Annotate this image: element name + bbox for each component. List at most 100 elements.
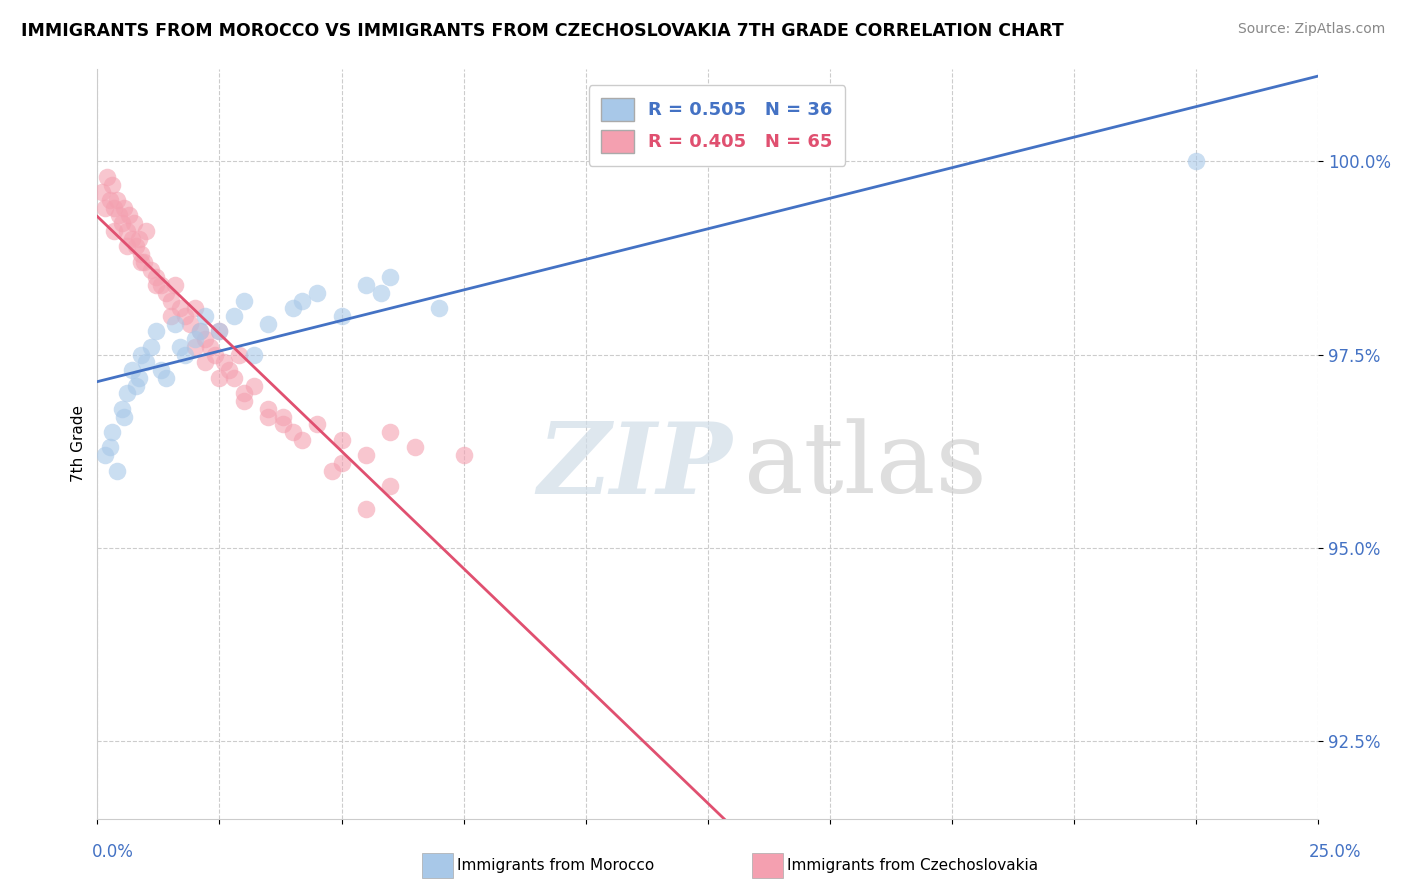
Point (115, 386, 138, 401)
Point (132, 255, 155, 269)
Point (257, 317, 280, 331)
Point (453, 448, 475, 462)
Y-axis label: 7th Grade: 7th Grade (72, 405, 86, 482)
Point (242, 348, 264, 362)
Point (103, 224, 125, 238)
Point (159, 293, 181, 308)
Point (370, 285, 392, 300)
Point (307, 285, 329, 300)
Point (232, 386, 254, 401)
Point (271, 409, 294, 424)
Point (149, 278, 172, 293)
Point (169, 340, 191, 354)
Point (194, 332, 217, 346)
Point (131, 247, 153, 261)
Point (184, 332, 207, 346)
Point (184, 301, 207, 316)
Point (291, 293, 314, 308)
Text: atlas: atlas (744, 418, 987, 514)
Point (98, 193, 121, 207)
Text: IMMIGRANTS FROM MOROCCO VS IMMIGRANTS FROM CZECHOSLOVAKIA 7TH GRADE CORRELATION : IMMIGRANTS FROM MOROCCO VS IMMIGRANTS FR… (21, 22, 1064, 40)
Point (354, 448, 377, 462)
Point (112, 409, 135, 424)
Point (139, 262, 162, 277)
Point (111, 216, 134, 230)
Point (101, 425, 124, 439)
Point (121, 232, 143, 246)
Point (105, 193, 128, 207)
Point (149, 363, 172, 377)
Point (121, 363, 143, 377)
Point (257, 409, 280, 424)
Point (91, 186, 114, 200)
Point (330, 309, 353, 323)
Point (111, 401, 134, 416)
Point (194, 355, 217, 369)
Point (174, 309, 197, 323)
Point (242, 378, 264, 392)
Point (174, 348, 197, 362)
Point (427, 301, 450, 316)
Text: 0.0%: 0.0% (91, 843, 134, 861)
Point (179, 317, 201, 331)
Point (271, 417, 294, 432)
Point (135, 355, 157, 369)
Point (155, 285, 177, 300)
Point (125, 378, 148, 392)
Point (135, 224, 157, 238)
Text: Immigrants from Morocco: Immigrants from Morocco (457, 858, 654, 872)
Point (93, 448, 115, 462)
Point (139, 340, 162, 354)
Point (218, 363, 240, 377)
Point (115, 239, 138, 253)
Point (291, 433, 314, 447)
Point (98, 441, 121, 455)
Point (208, 325, 231, 339)
Point (125, 239, 148, 253)
Point (232, 293, 254, 308)
Point (96, 169, 118, 184)
Point (103, 201, 125, 215)
Point (1185, 154, 1208, 169)
Point (112, 201, 135, 215)
Point (155, 371, 177, 385)
Point (128, 371, 150, 385)
Point (122, 216, 145, 230)
Point (380, 270, 402, 285)
Point (131, 255, 153, 269)
Point (131, 348, 153, 362)
Point (194, 309, 217, 323)
Point (159, 309, 181, 323)
Point (354, 502, 377, 516)
Point (118, 209, 141, 223)
Text: ZIP: ZIP (537, 417, 733, 515)
Point (108, 209, 131, 223)
Point (188, 325, 211, 339)
Point (145, 278, 167, 293)
Point (281, 301, 304, 316)
Point (198, 340, 221, 354)
Point (222, 309, 245, 323)
Point (380, 425, 402, 439)
Point (165, 317, 187, 331)
Text: Source: ZipAtlas.com: Source: ZipAtlas.com (1237, 22, 1385, 37)
Point (128, 232, 150, 246)
Point (404, 441, 426, 455)
Point (208, 371, 231, 385)
Point (184, 340, 207, 354)
Point (208, 325, 231, 339)
Point (145, 325, 167, 339)
Point (214, 355, 236, 369)
Point (165, 278, 187, 293)
Point (204, 348, 226, 362)
Point (101, 178, 124, 192)
Point (169, 301, 191, 316)
Legend: R = 0.505   N = 36, R = 0.405   N = 65: R = 0.505 N = 36, R = 0.405 N = 65 (589, 85, 845, 166)
Point (228, 348, 250, 362)
Point (222, 371, 245, 385)
Point (145, 270, 167, 285)
Text: Immigrants from Czechoslovakia: Immigrants from Czechoslovakia (787, 858, 1039, 872)
Point (380, 479, 402, 493)
Point (257, 401, 280, 416)
Point (307, 417, 329, 432)
